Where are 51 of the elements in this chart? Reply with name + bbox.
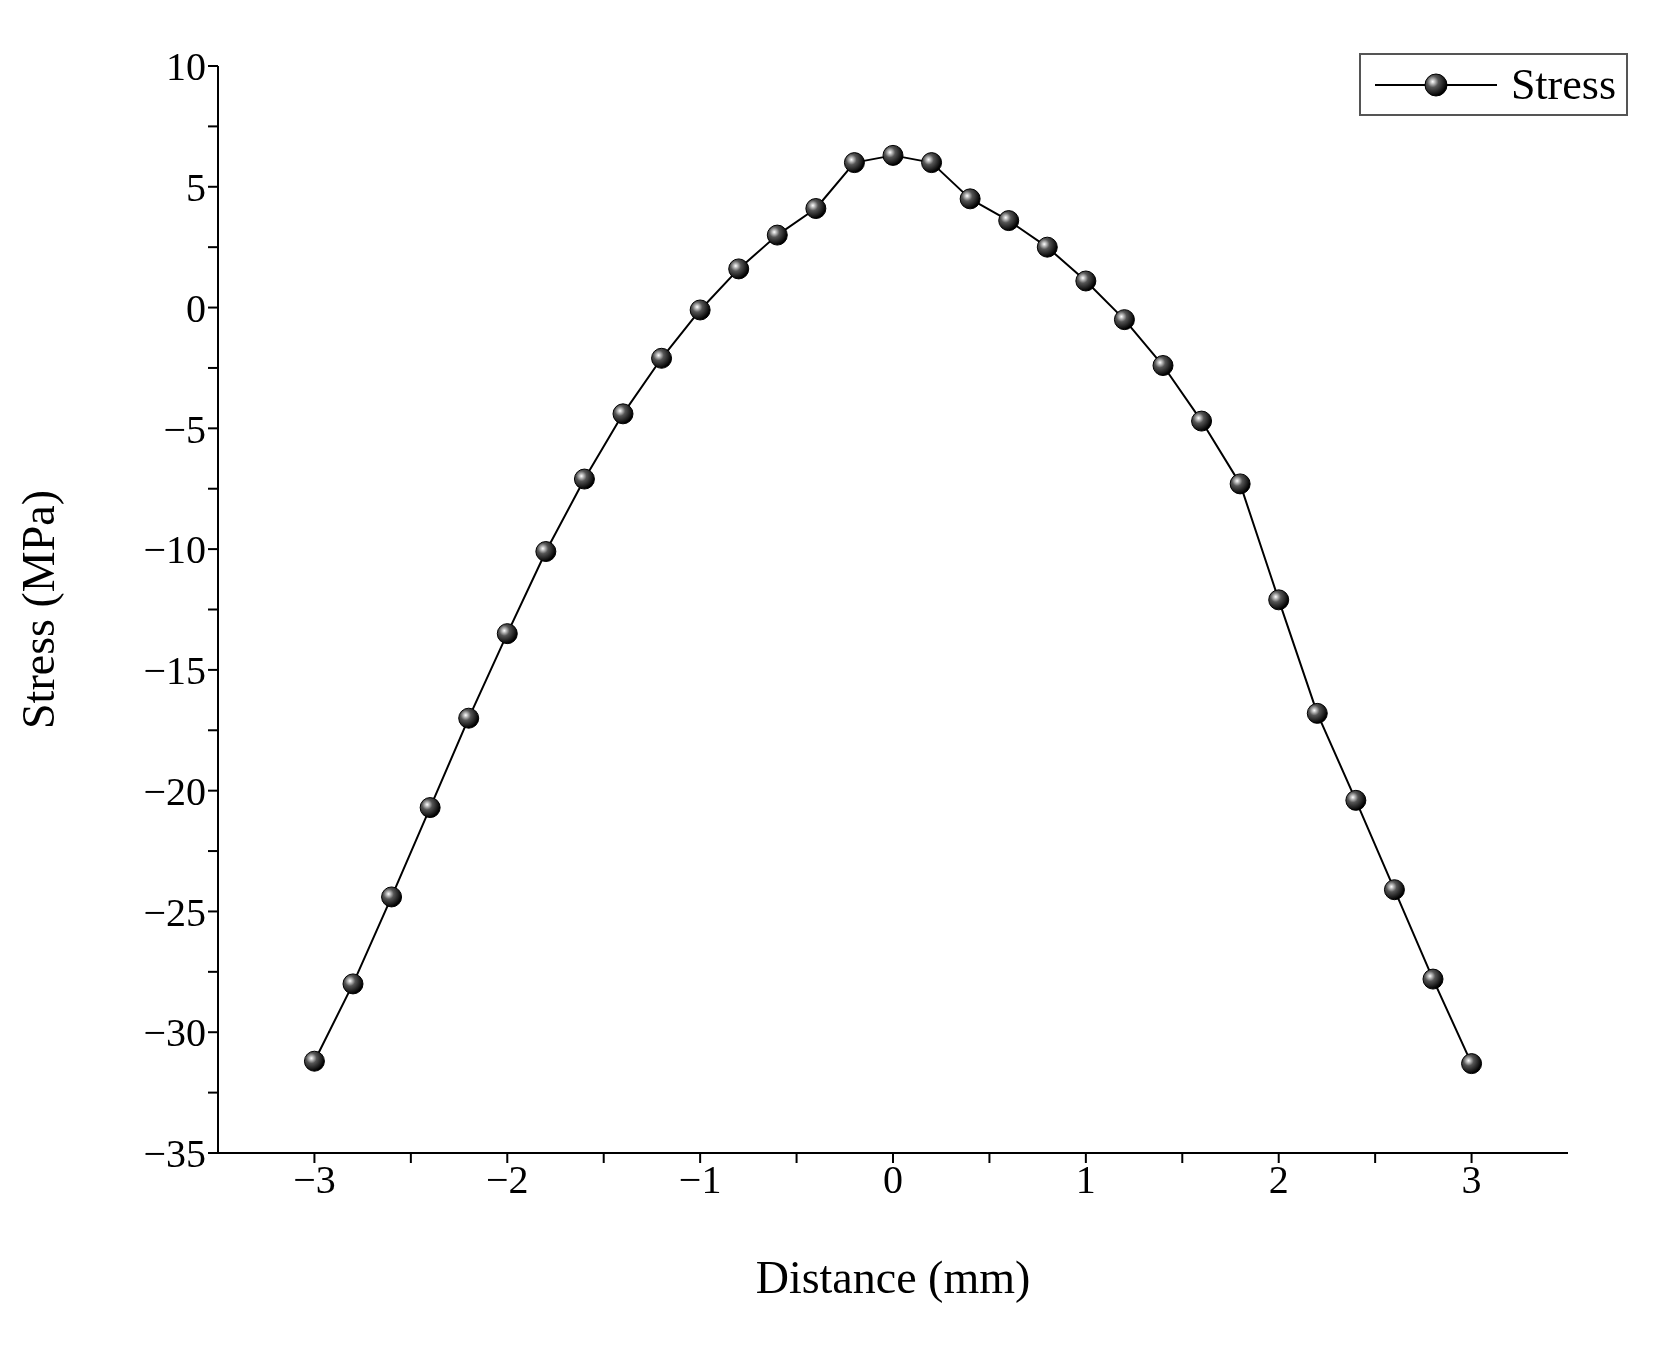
y-tick-label: −5 (163, 406, 206, 452)
point (998, 210, 1020, 232)
point (1152, 355, 1174, 377)
point (1422, 968, 1444, 990)
y-tick-label: 10 (166, 44, 206, 90)
x-tick-label: −3 (293, 1157, 336, 1203)
point (535, 541, 557, 563)
point (882, 144, 904, 166)
point (342, 973, 364, 995)
x-tick-label: 3 (1461, 1157, 1482, 1203)
point (419, 797, 441, 819)
point (843, 152, 865, 174)
y-tick-label: −25 (143, 889, 206, 935)
point (496, 623, 518, 645)
x-tick-label: −2 (486, 1157, 529, 1203)
point (303, 1050, 325, 1072)
x-tick-label: 1 (1075, 1157, 1096, 1203)
legend-label: Stress (1510, 59, 1616, 110)
x-axis-title: Distance (mm) (755, 1252, 1031, 1303)
point (1383, 879, 1405, 901)
y-tick-label: −15 (143, 648, 206, 694)
point (381, 886, 403, 908)
y-axis-title: Stress (MPa) (13, 490, 65, 729)
point (1345, 789, 1367, 811)
y-tick-label: −10 (143, 527, 206, 573)
point (1191, 410, 1213, 432)
x-tick-label: 0 (883, 1157, 903, 1203)
y-tick-label: −20 (143, 768, 206, 814)
point (651, 347, 673, 369)
point (1306, 702, 1328, 724)
point (612, 403, 634, 425)
point (921, 152, 943, 174)
point (689, 299, 711, 321)
point (1075, 270, 1097, 292)
y-tick-label: −30 (143, 1010, 206, 1056)
point (573, 468, 595, 490)
y-tick-label: 0 (186, 285, 206, 331)
x-tick-label: 2 (1268, 1157, 1289, 1203)
point (959, 188, 981, 210)
point (1229, 473, 1251, 495)
y-tick-label: 5 (186, 164, 206, 210)
point (766, 224, 788, 246)
point (1036, 236, 1058, 258)
point (728, 258, 750, 280)
y-tick-label: −35 (143, 1131, 206, 1177)
point (458, 707, 480, 729)
point (1113, 309, 1135, 331)
point (1268, 589, 1290, 611)
point (1461, 1053, 1483, 1075)
x-tick-label: −1 (678, 1157, 722, 1203)
point (805, 198, 827, 220)
